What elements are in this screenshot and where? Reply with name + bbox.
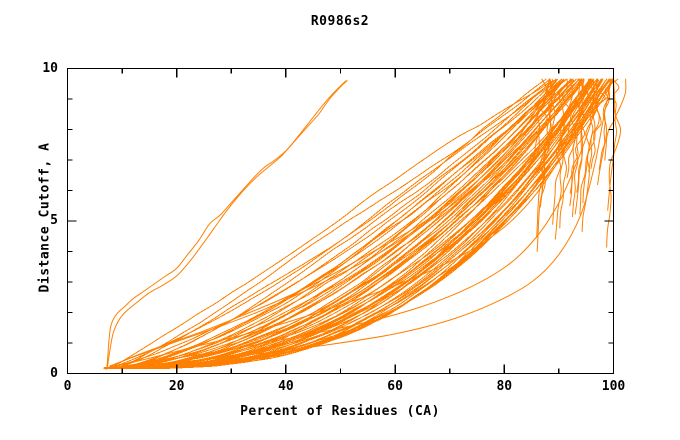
curve-model: [110, 81, 551, 369]
x-axis-label: Percent of Residues (CA): [240, 404, 440, 419]
curve-model: [579, 78, 598, 215]
curve-model: [118, 80, 614, 369]
data-curves: [103, 78, 627, 370]
y-tick-label-10: 10: [42, 60, 58, 76]
x-tick-label-40: 40: [278, 379, 294, 394]
curve-model: [110, 81, 557, 369]
curve-model: [106, 80, 554, 369]
x-tick-label-60: 60: [387, 379, 403, 394]
curve-model: [113, 78, 583, 370]
curve-model: [118, 78, 598, 369]
curve-model: [597, 78, 619, 185]
curve-model: [118, 78, 580, 369]
curve-model: [105, 79, 565, 369]
x-tick-label-80: 80: [496, 379, 513, 394]
curve-model: [107, 79, 593, 368]
y-tick-label-5: 5: [50, 213, 58, 228]
curve-model: [536, 78, 553, 238]
curve-model: [554, 78, 573, 240]
curve-model: [117, 79, 600, 369]
curve-model: [536, 78, 556, 252]
curve-model: [607, 78, 627, 211]
curve-model: [117, 80, 594, 369]
curve-model: [114, 80, 594, 369]
curve-model: [536, 78, 552, 156]
curve-model: [120, 78, 572, 369]
curve-model: [571, 78, 591, 218]
page-title: R0986s2: [310, 14, 370, 29]
curve-model: [533, 78, 548, 159]
curve-model: [588, 78, 606, 173]
x-tick-label-20: 20: [168, 379, 185, 394]
curve-model: [574, 78, 593, 215]
curve-model: [552, 78, 574, 225]
curve-model: [113, 78, 610, 369]
curve-model: [108, 80, 585, 369]
curve-model: [606, 78, 622, 248]
curve-model: [103, 80, 585, 369]
curve-model: [566, 78, 585, 179]
x-tick-label-100: 100: [601, 379, 626, 394]
curve-model: [569, 78, 583, 194]
y-axis-label: Distance Cutoff, A: [37, 142, 53, 293]
curve-model: [110, 80, 565, 369]
curve-model: [120, 78, 585, 369]
x-tick-label-0: 0: [63, 379, 72, 394]
curve-model: [598, 78, 612, 171]
curve-model: [582, 78, 599, 204]
curve-outlier-model: [106, 80, 348, 370]
curve-main-bundle-lowest: [116, 78, 613, 368]
curve-model: [576, 78, 598, 193]
curve-model: [112, 78, 584, 370]
curve-model: [115, 79, 575, 369]
curve-model: [109, 78, 604, 369]
curve-model: [118, 79, 558, 369]
curve-model: [117, 78, 551, 369]
axes-frame: [66, 67, 615, 375]
curve-model: [559, 78, 581, 229]
y-tick-label-0: 0: [50, 365, 58, 381]
curve-outlier-model-2: [106, 80, 347, 368]
curve-model: [604, 78, 620, 161]
curve-model: [539, 78, 556, 208]
curve-model: [114, 78, 563, 369]
curve-model: [590, 78, 612, 169]
